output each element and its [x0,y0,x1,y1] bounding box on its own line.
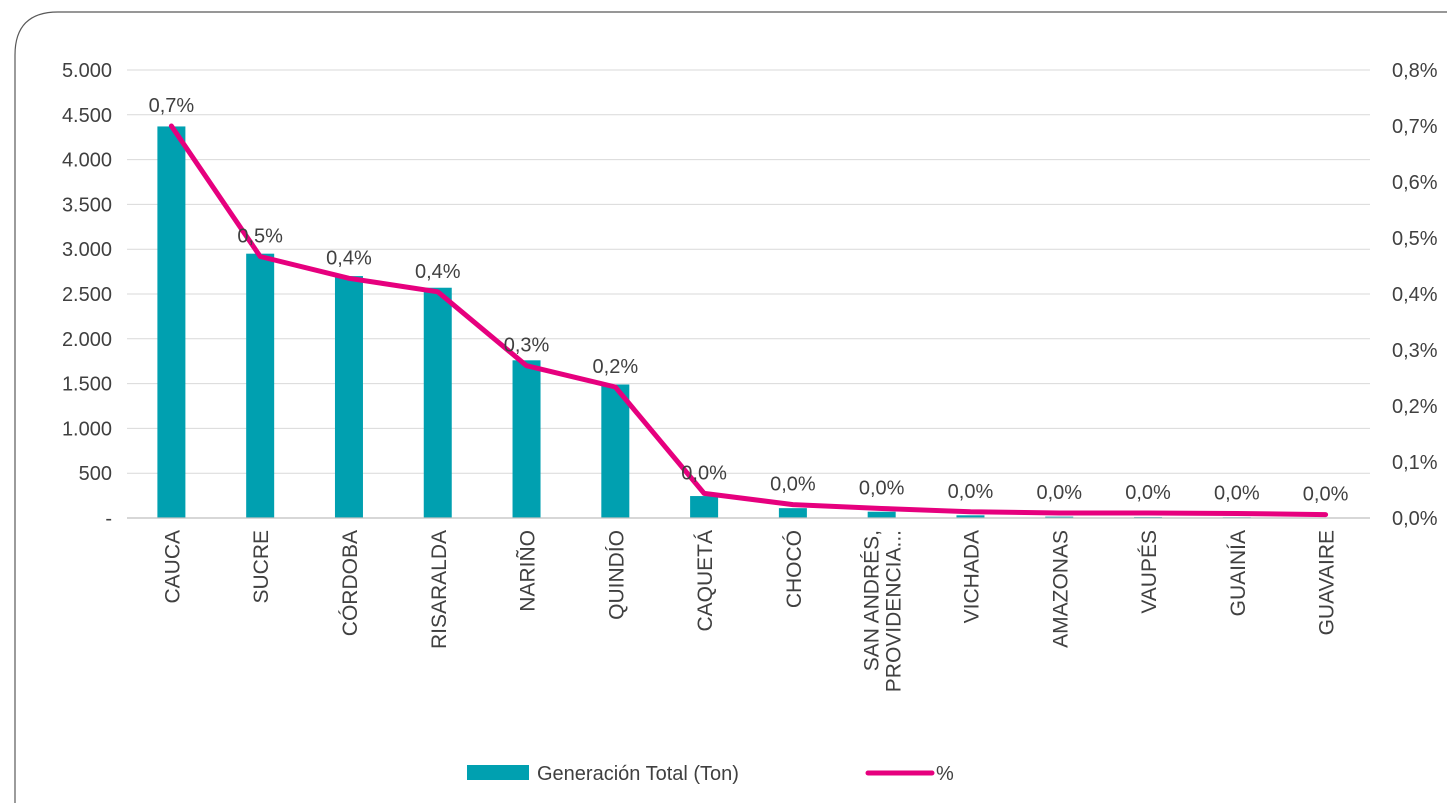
y-tick-label: 3.500 [62,194,112,216]
x-category-label: CHOCÓ [783,530,806,608]
x-category-label: NARIÑO [516,530,540,612]
x-axis-categories: CAUCA SUCRE CÓRDOBA RISARALDA NARIÑO QUINDÍO C… [161,530,1338,692]
legend-label-line: % [936,763,954,785]
data-label: 0,4% [326,247,372,269]
data-label: 0,3% [504,335,550,357]
chart-frame [14,11,1447,803]
data-labels: 0,7% 0,5% 0,4% 0,4% 0,3% 0,2% 0,0% 0,0% 0,0% 0,0%… [149,95,1349,506]
data-label: 0,0% [859,477,905,499]
y-tick-label: 4.000 [62,150,112,172]
y-tick-label: 4.500 [62,105,112,127]
bar [423,287,452,518]
bar [157,126,186,518]
gridlines [127,69,1370,474]
legend: Generación Total (Ton) % [467,763,954,785]
y-tick-label: 2.500 [62,284,112,306]
x-category-label: VAUPÉS [1138,530,1161,614]
line-series [168,123,1329,518]
data-label: 0,0% [1125,482,1171,504]
x-category-label: GUAINÍA [1227,530,1250,616]
x-category-label: SAN ANDRÉS,PROVIDENCIA... [861,530,906,692]
data-label: 0,7% [149,95,195,117]
x-category-label: CAUCA [161,530,184,604]
y2-tick-label: 0,1% [1392,452,1438,474]
x-category-label: SUCRE [250,530,273,604]
x-category-label: QUINDÍO [605,530,628,620]
y-tick-label: 1.500 [62,374,112,396]
x-category-label: GUAVAIRE [1316,530,1339,635]
bar [1045,516,1074,518]
y-tick-label: 2.000 [62,329,112,351]
y2-tick-label: 0,8% [1392,60,1438,82]
bar [246,253,275,518]
data-label: 0,0% [1036,482,1082,504]
y-tick-label: 500 [79,463,112,485]
legend-label-bar: Generación Total (Ton) [537,763,739,785]
bar [867,511,896,518]
y-axis-left: - 500 1.000 1.500 2.000 2.500 3.000 3.500 4.000 4… [62,60,112,530]
y2-tick-label: 0,6% [1392,172,1438,194]
data-label: 0,0% [1303,484,1349,506]
legend-swatch-bar [467,765,529,780]
y2-tick-label: 0,3% [1392,340,1438,362]
data-label: 0,0% [770,474,816,496]
y2-tick-label: 0,2% [1392,396,1438,418]
series-line [168,123,1329,518]
data-label: 0,5% [237,225,283,247]
y-tick-label: - [105,508,112,530]
data-label: 0,0% [1214,483,1260,505]
bar [690,496,719,518]
bar [512,360,541,518]
x-category-label: CÓRDOBA [339,530,362,636]
data-label: 0,0% [948,481,994,503]
bar [778,508,807,518]
x-category-label: AMAZONAS [1049,530,1072,648]
bar [956,515,985,518]
y2-tick-label: 0,7% [1392,116,1438,138]
x-category-label: VICHADA [960,530,983,623]
y-tick-label: 1.000 [62,418,112,440]
y-axis-right: 0,0% 0,1% 0,2% 0,3% 0,4% 0,5% 0,6% 0,7% 0,8% [1392,60,1438,530]
y-tick-label: 3.000 [62,239,112,261]
bar [601,384,630,518]
bar-series [157,126,1340,518]
y-tick-label: 5.000 [62,60,112,82]
y2-tick-label: 0,4% [1392,284,1438,306]
data-label: 0,2% [593,356,639,378]
bar [334,276,363,518]
x-category-label: CAQUETÁ [694,530,717,632]
data-label: 0,0% [681,462,727,484]
x-category-label: RISARALDA [428,530,451,649]
y2-tick-label: 0,0% [1392,508,1438,530]
data-label: 0,4% [415,261,461,283]
y2-tick-label: 0,5% [1392,228,1438,250]
